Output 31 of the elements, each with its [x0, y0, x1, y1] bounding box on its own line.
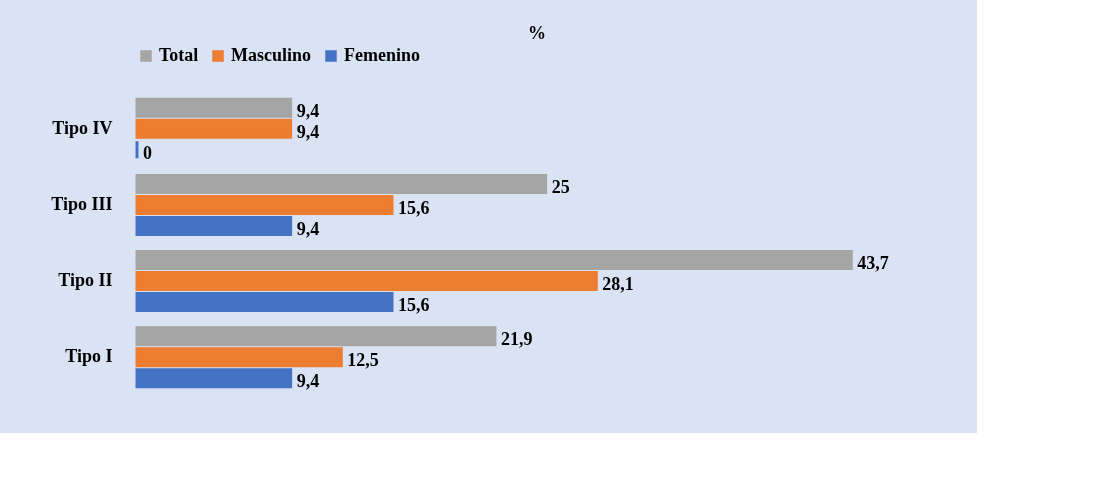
bar: [135, 215, 293, 236]
bar: [135, 194, 394, 215]
legend-label: Masculino: [231, 45, 312, 65]
bar: [135, 292, 394, 313]
bar: [135, 368, 293, 389]
bar: [135, 97, 293, 118]
bar: [135, 347, 343, 368]
bar: [135, 326, 497, 347]
data-label: 28,1: [602, 274, 634, 295]
data-label: 9,4: [296, 100, 320, 121]
y-tick-label: Tipo I: [65, 346, 113, 367]
data-label: 9,4: [296, 218, 320, 239]
bar: [135, 173, 548, 194]
y-tick-label: Tipo IV: [52, 117, 113, 138]
data-label: 25: [551, 176, 570, 197]
data-label: 15,6: [397, 295, 430, 316]
data-label: 0: [143, 142, 152, 163]
data-label: 9,4: [296, 121, 320, 142]
data-label: 9,4: [296, 371, 320, 392]
bar: [135, 118, 293, 139]
data-label: 43,7: [857, 253, 889, 274]
data-label: 21,9: [500, 329, 533, 350]
data-label: 12,5: [347, 350, 379, 371]
bar: [135, 250, 853, 271]
y-tick-label: Tipo II: [58, 270, 113, 291]
legend-label: Femenino: [344, 45, 420, 65]
y-tick-label: Tipo III: [51, 193, 113, 214]
bar: [135, 271, 598, 292]
data-label: 15,6: [397, 197, 430, 218]
chart-title: %: [528, 23, 546, 43]
legend-label: Total: [159, 45, 199, 65]
